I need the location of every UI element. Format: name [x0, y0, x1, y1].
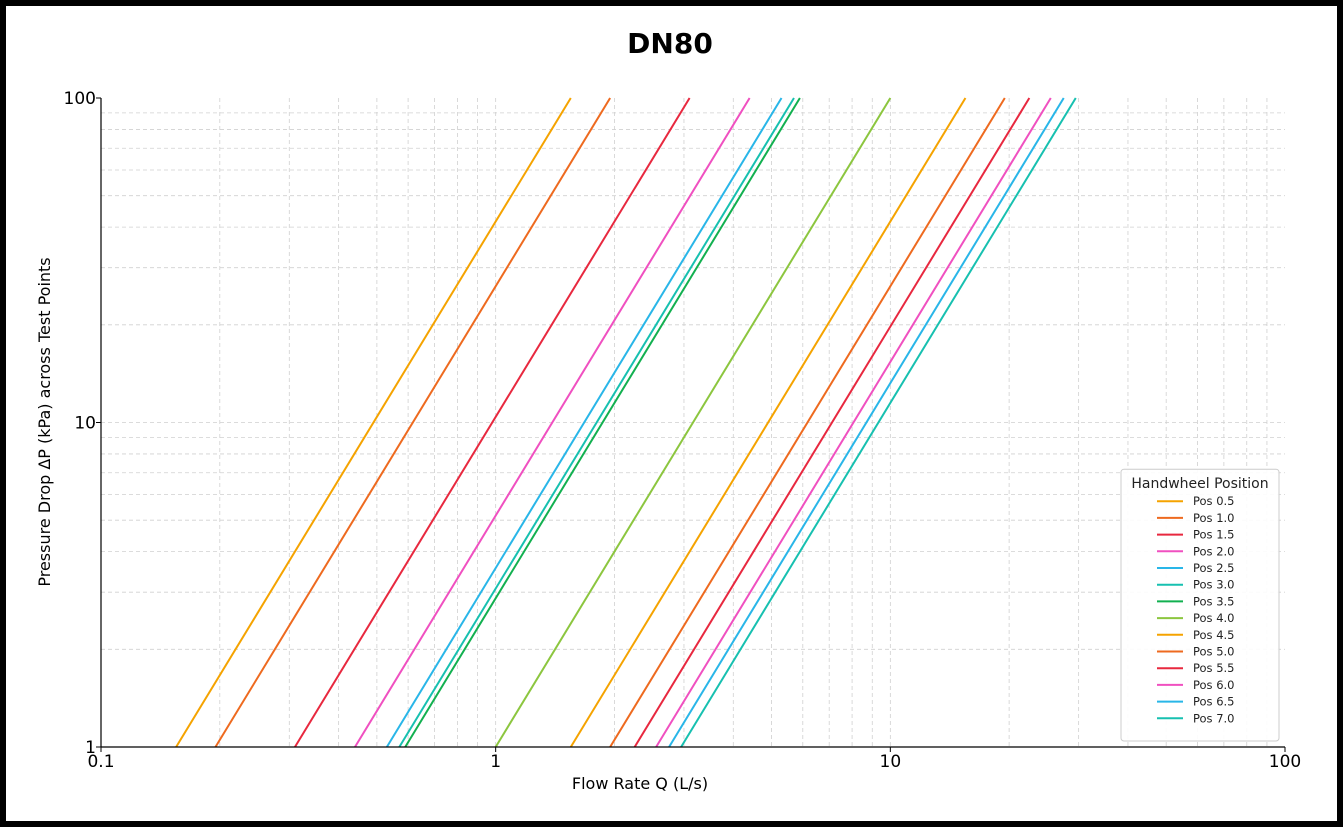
- x-tick-label: 0.1: [87, 752, 114, 772]
- series-line: [404, 97, 801, 748]
- legend-entry: Pos 4.0: [1193, 611, 1235, 625]
- series-line: [354, 97, 751, 748]
- axes: [96, 97, 1286, 752]
- series-line: [385, 97, 783, 748]
- legend-title: Handwheel Position: [1131, 476, 1268, 492]
- legend-entry: Pos 5.0: [1193, 645, 1235, 659]
- legend-entry: Pos 4.5: [1193, 628, 1235, 642]
- legend-entry: Pos 6.5: [1193, 695, 1235, 709]
- series-line: [633, 97, 1031, 748]
- y-tick-label: 100: [64, 89, 96, 109]
- legend-entry: Pos 1.0: [1193, 511, 1235, 525]
- y-axis-label: Pressure Drop ΔP (kPa) across Test Point…: [35, 257, 54, 586]
- legend-entry: Pos 3.0: [1193, 578, 1235, 592]
- series-line: [668, 97, 1065, 748]
- y-tick-label: 1: [85, 738, 96, 758]
- legend-entry: Pos 3.5: [1193, 594, 1235, 608]
- series-line: [494, 97, 892, 748]
- y-tick-label: 10: [74, 414, 96, 434]
- series-line: [609, 97, 1006, 748]
- series-lines: [175, 97, 1077, 748]
- legend-entry: Pos 7.0: [1193, 711, 1235, 725]
- series-line: [214, 97, 611, 748]
- legend: Handwheel Position Pos 0.5 Pos 1.0 Pos 1.5 P…: [1120, 468, 1280, 742]
- x-tick-label: 10: [880, 752, 902, 772]
- legend-box: [1120, 468, 1280, 742]
- legend-entry: Pos 2.0: [1193, 544, 1235, 558]
- chart-frame: DN80 0.1 1 10 100 1 10 100 Flow Rate Q (L/s) P…: [6, 6, 1337, 821]
- series-line: [398, 97, 795, 748]
- legend-entry: Pos 0.5: [1193, 494, 1235, 508]
- series-line: [175, 97, 572, 748]
- legend-entry: Pos 2.5: [1193, 561, 1235, 575]
- legend-entry: Pos 1.5: [1193, 528, 1235, 542]
- legend-entry: Pos 6.0: [1193, 678, 1235, 692]
- series-line: [569, 97, 967, 748]
- series-line: [655, 97, 1052, 748]
- x-tick-label: 1: [490, 752, 501, 772]
- legend-entry: Pos 5.5: [1193, 661, 1235, 675]
- x-axis-label: Flow Rate Q (L/s): [572, 774, 708, 793]
- x-tick-label: 100: [1269, 752, 1301, 772]
- series-line: [680, 97, 1077, 748]
- chart-title: DN80: [627, 27, 713, 60]
- series-line: [294, 97, 691, 748]
